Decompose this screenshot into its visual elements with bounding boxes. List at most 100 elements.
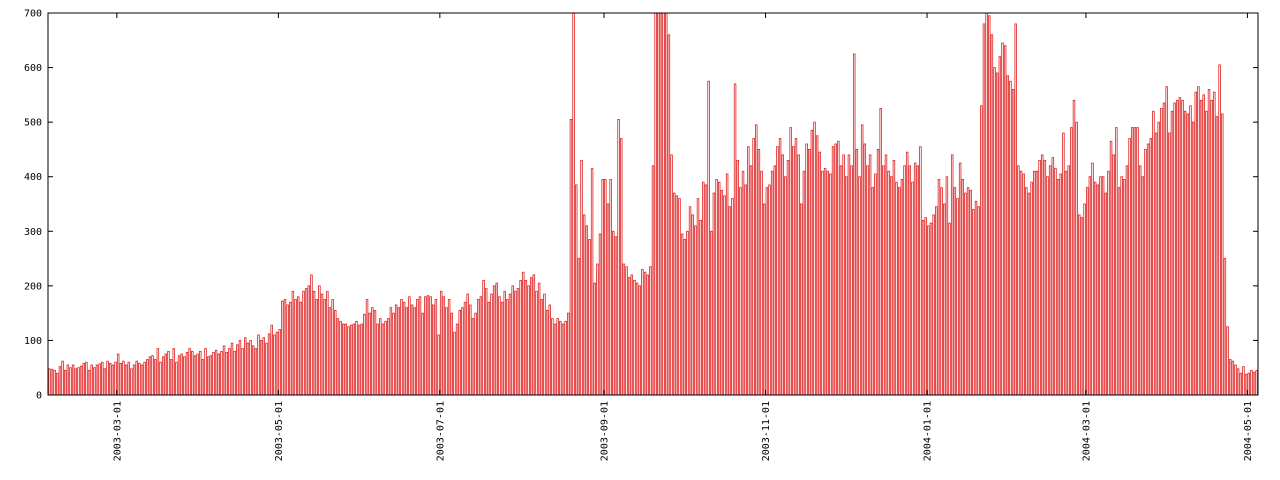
bar: [699, 219, 702, 395]
bar: [304, 288, 308, 395]
bar: [487, 301, 491, 395]
bar: [1178, 97, 1182, 395]
bar: [630, 274, 634, 395]
bar: [69, 367, 72, 395]
bar: [768, 184, 771, 395]
bar: [156, 348, 160, 395]
bar: [580, 159, 583, 395]
bar: [882, 165, 885, 395]
bar: [810, 129, 814, 395]
bar: [932, 214, 935, 395]
bar: [789, 127, 792, 395]
bar: [1146, 143, 1150, 395]
bar: [1075, 121, 1078, 395]
bar: [63, 370, 67, 395]
bar: [733, 83, 737, 395]
bar: [212, 352, 215, 395]
bar: [66, 364, 70, 395]
bar: [670, 154, 673, 395]
bar: [204, 348, 207, 395]
x-tick-label: 2004-05-01: [1243, 401, 1254, 461]
bar: [373, 310, 377, 395]
bar: [140, 364, 144, 395]
bar: [244, 337, 247, 395]
bar: [1125, 165, 1129, 395]
bar: [289, 301, 292, 395]
bar: [508, 293, 512, 395]
bar: [1218, 64, 1221, 395]
bar: [680, 233, 684, 395]
bar: [1207, 89, 1211, 395]
bar: [191, 350, 194, 395]
bar: [625, 266, 628, 395]
bar: [1202, 94, 1205, 395]
bar: [363, 313, 366, 395]
bar: [905, 151, 909, 395]
bar: [294, 299, 297, 395]
bar: [53, 370, 56, 395]
bar: [159, 361, 162, 395]
bar: [249, 340, 252, 395]
bar: [911, 181, 914, 395]
bar: [1099, 176, 1102, 395]
bar: [834, 143, 837, 395]
bar: [884, 154, 888, 395]
bar: [821, 170, 824, 395]
bar: [1009, 80, 1012, 395]
bar: [127, 361, 130, 395]
plot-frame: [47, 12, 1259, 396]
bar: [1154, 132, 1158, 395]
bar: [1228, 359, 1232, 395]
bar: [357, 324, 361, 395]
bar: [85, 361, 88, 395]
x-tick-label: 2004-01-01: [923, 401, 934, 461]
bar: [310, 274, 313, 395]
bar: [61, 360, 64, 395]
bar: [524, 279, 528, 395]
bar: [185, 352, 189, 395]
bar: [1048, 165, 1052, 395]
bar: [498, 296, 501, 395]
bar: [649, 266, 652, 395]
bar: [349, 324, 353, 395]
bar: [1144, 149, 1147, 395]
bar: [1210, 99, 1213, 395]
bar: [1101, 176, 1105, 395]
bar: [863, 143, 867, 395]
bar: [1205, 110, 1208, 395]
bar: [394, 304, 398, 395]
bar: [784, 176, 787, 395]
bar: [1244, 373, 1248, 395]
bar: [495, 282, 499, 395]
bar: [948, 222, 951, 395]
y-tick-label: 400: [24, 172, 42, 183]
bar: [691, 214, 694, 395]
bar: [334, 310, 337, 395]
bar: [299, 301, 303, 395]
bar: [770, 170, 774, 395]
bar: [853, 53, 856, 395]
bar: [376, 323, 379, 395]
bar: [876, 149, 880, 395]
bar: [802, 170, 806, 395]
bar: [506, 299, 509, 395]
bar: [106, 360, 109, 395]
bar: [559, 320, 562, 395]
bar: [752, 138, 755, 395]
bar: [937, 179, 941, 395]
bar: [1197, 86, 1200, 395]
bar: [715, 179, 718, 395]
bar: [813, 121, 816, 395]
bar: [397, 307, 401, 395]
bar: [418, 296, 422, 395]
bar: [1199, 99, 1203, 395]
bar: [477, 299, 480, 395]
bar: [633, 279, 636, 395]
bar: [617, 119, 620, 395]
bar: [898, 187, 901, 395]
bar: [1033, 170, 1036, 395]
x-tick-label: 2004-03-01: [1081, 401, 1092, 461]
bar: [1149, 138, 1152, 395]
bar: [993, 67, 996, 395]
bar: [193, 355, 197, 395]
